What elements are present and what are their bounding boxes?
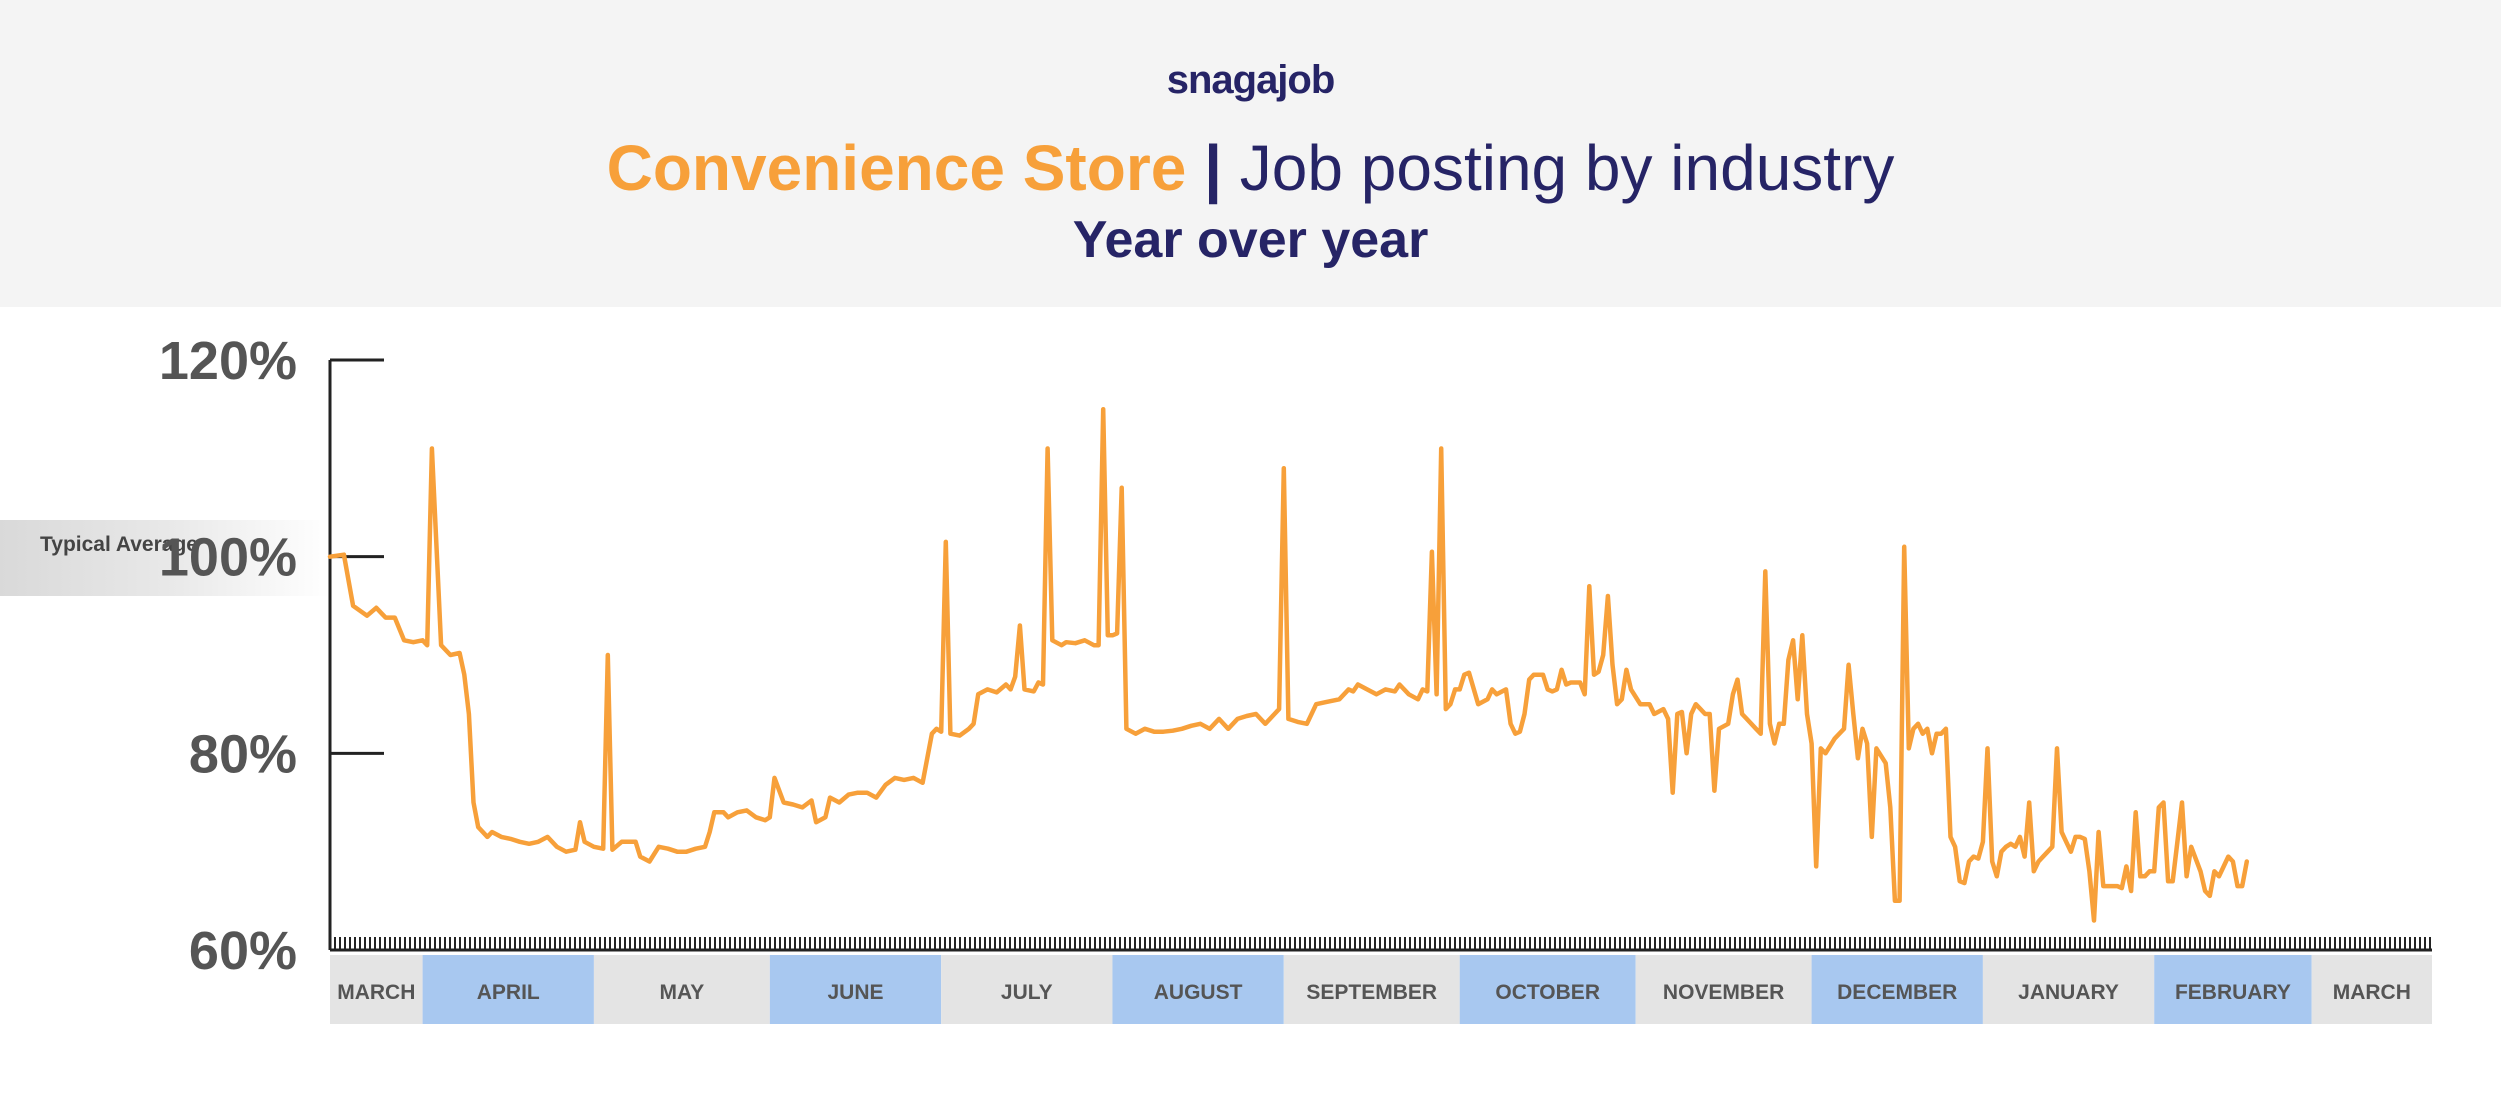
month-label: DECEMBER xyxy=(1837,981,1957,1004)
month-band-september xyxy=(1283,955,1460,1024)
y-tick-label: 60% xyxy=(189,921,297,981)
month-label: JULY xyxy=(1001,981,1053,1004)
month-band-june xyxy=(769,955,942,1024)
page-subtitle: Year over year xyxy=(1072,211,1429,269)
y-tick-label: 100% xyxy=(159,528,297,588)
month-label: JANUARY xyxy=(2018,981,2119,1004)
series-line-convenience-store xyxy=(327,406,2250,923)
month-band-october xyxy=(1459,955,1636,1024)
typical-average-label: Typical Average xyxy=(0,520,330,596)
month-band-november xyxy=(1635,955,1812,1024)
month-band-february xyxy=(2154,955,2312,1024)
month-band-march xyxy=(2311,955,2432,1024)
y-tick-label: 120% xyxy=(159,331,297,391)
x-axis-ticks xyxy=(329,937,2431,950)
month-label: NOVEMBER xyxy=(1663,981,1784,1004)
title-description: Job posting by industry xyxy=(1239,132,1895,204)
y-tick-label: 80% xyxy=(189,724,297,784)
month-label: SEPTEMBER xyxy=(1306,981,1437,1004)
month-band-january xyxy=(1982,955,2155,1024)
month-band-july xyxy=(941,955,1113,1024)
month-label: MARCH xyxy=(2333,981,2411,1004)
header: snagajob Convenience Store | Job posting… xyxy=(0,0,2501,307)
line-chart: MARCH APRIL MAY JUNE JULY AUGUST SEPTEMBER OCTO… xyxy=(159,331,2432,1024)
month-label: MAY xyxy=(660,981,705,1004)
month-band-august xyxy=(1112,955,1284,1024)
month-label: FEBRUARY xyxy=(2175,981,2291,1004)
month-label: MARCH xyxy=(337,981,415,1004)
month-band-december xyxy=(1811,955,1983,1024)
month-label: OCTOBER xyxy=(1495,981,1600,1004)
month-band-april xyxy=(422,955,594,1024)
month-label: JUNE xyxy=(827,981,883,1004)
page-title: Convenience Store | Job posting by indus… xyxy=(0,128,2501,208)
month-band-march xyxy=(330,955,423,1024)
title-separator: | xyxy=(1204,132,1223,204)
typical-average-text: Typical Average xyxy=(40,533,198,556)
month-band-may xyxy=(593,955,770,1024)
month-label: APRIL xyxy=(477,981,540,1004)
snagajob-logo[interactable]: snagajob xyxy=(1166,58,1336,102)
month-label: AUGUST xyxy=(1154,981,1243,1004)
title-industry: Convenience Store xyxy=(606,132,1187,204)
